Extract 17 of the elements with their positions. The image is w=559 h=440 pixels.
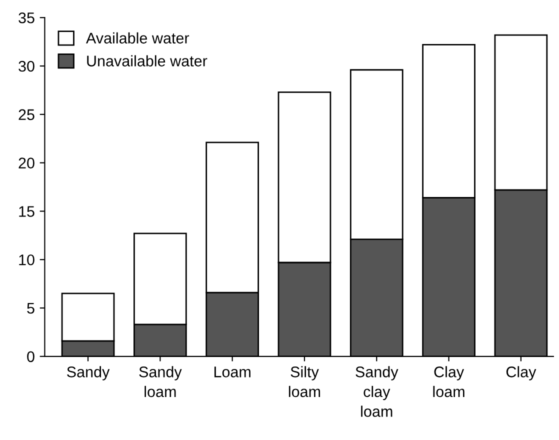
legend-label: Unavailable water — [87, 55, 208, 66]
y-tick-label: 30 — [18, 60, 34, 72]
legend-label: Available water — [86, 32, 190, 44]
y-tick-label: 0 — [27, 351, 34, 362]
y-tick-label: 5 — [27, 303, 34, 314]
x-tick-label: Sandy loam — [139, 366, 182, 398]
y-tick-label: 35 — [18, 12, 34, 24]
x-tick-label: Loam — [214, 366, 250, 378]
x-tick-label: Clay loam — [433, 366, 464, 398]
y-tick-label: 10 — [19, 254, 34, 266]
y-tick-label: 20 — [18, 158, 34, 168]
x-tick-label: Sandy clay loam — [356, 366, 398, 417]
x-tick-label: Sandy — [67, 366, 110, 380]
y-tick-label: 25 — [18, 109, 34, 120]
y-tick-label: 15 — [19, 206, 34, 217]
x-tick-label: Clay — [506, 366, 536, 380]
x-tick-label: Silty loam — [288, 366, 320, 398]
